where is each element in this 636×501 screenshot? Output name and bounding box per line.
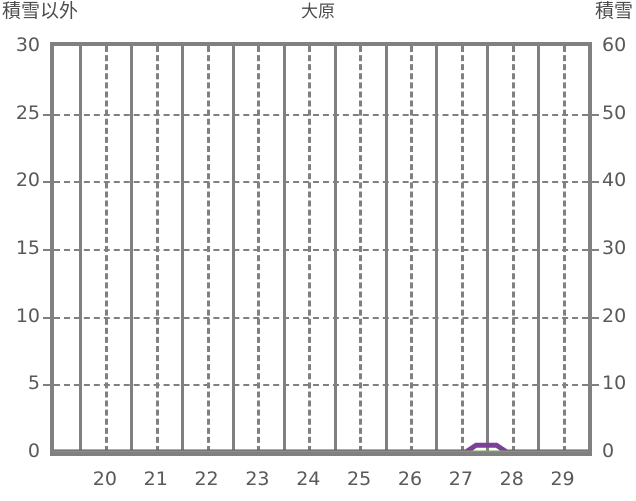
y-tick-label-left: 5: [27, 372, 40, 395]
x-tick-label: 24: [296, 468, 321, 490]
y-tick-label-left: 15: [15, 237, 40, 259]
x-tick-label: 23: [245, 468, 270, 490]
gridline-vertical-half: [460, 46, 464, 452]
y-tick-label-right: 50: [602, 101, 627, 124]
gridline-vertical-day: [333, 46, 337, 452]
gridline-vertical-day: [282, 46, 286, 452]
gridline-horizontal: [54, 113, 588, 116]
x-tick-label: 29: [550, 468, 575, 490]
y-tick-label-right: 10: [602, 372, 627, 395]
series-line: [54, 445, 588, 452]
y-tick-label-right: 60: [602, 34, 627, 56]
y-tick-label-right: 20: [602, 304, 627, 327]
gridline-vertical-half: [155, 46, 159, 452]
gridline-vertical-day: [537, 46, 541, 452]
gridline-vertical-half: [257, 46, 261, 452]
y-tick-label-left: 25: [15, 101, 40, 124]
y-tick-label-left: 0: [27, 440, 40, 462]
y-tick-label-left: 20: [15, 169, 40, 192]
gridline-vertical-day: [486, 46, 490, 452]
x-tick-label: 20: [92, 468, 117, 490]
gridline-horizontal: [54, 181, 588, 184]
gridline-horizontal: [54, 316, 588, 319]
plot-area: [50, 42, 592, 456]
gridline-vertical-half: [206, 46, 210, 452]
tick-mark-right: [592, 316, 599, 319]
gridline-vertical-half: [104, 46, 108, 452]
tick-mark-left: [43, 249, 50, 251]
gridline-vertical-half: [562, 46, 566, 452]
right-axis-title: 積雪: [594, 0, 633, 22]
tick-mark-left: [43, 181, 50, 184]
x-tick-label: 26: [397, 468, 423, 490]
gridline-vertical-half: [359, 46, 363, 452]
left-axis-title: 積雪以外: [2, 0, 79, 22]
gridline-vertical-day: [79, 46, 83, 452]
tick-mark-right: [592, 113, 599, 116]
chart-title: 大原: [301, 2, 335, 22]
x-tick-label: 22: [194, 468, 219, 490]
gridline-horizontal: [54, 384, 588, 387]
tick-mark-left: [43, 316, 50, 319]
gridline-vertical-day: [232, 46, 235, 452]
tick-mark-left: [43, 384, 50, 387]
gridline-vertical-half: [308, 46, 312, 452]
gridline-horizontal: [54, 249, 588, 251]
y-tick-label-right: 30: [602, 237, 627, 259]
gridline-vertical-day: [130, 46, 134, 452]
x-tick-label: 21: [143, 468, 168, 490]
y-tick-label-right: 0: [602, 440, 615, 462]
tick-mark-right: [592, 384, 599, 387]
series-layer: [54, 46, 588, 452]
gridline-vertical-half: [511, 46, 515, 452]
plot-inner: [54, 46, 588, 452]
y-tick-label-left: 10: [15, 304, 40, 327]
tick-mark-right: [592, 249, 599, 251]
x-tick-label: 27: [448, 468, 473, 490]
y-tick-label-right: 40: [602, 169, 627, 192]
x-tick-label: 25: [347, 468, 372, 490]
gridline-vertical-half: [410, 46, 413, 452]
gridline-vertical-day: [181, 46, 185, 452]
y-tick-label-left: 30: [15, 34, 40, 56]
tick-mark-right: [592, 181, 599, 184]
gridline-vertical-day: [384, 46, 388, 452]
x-tick-label: 28: [499, 468, 524, 490]
tick-mark-left: [43, 113, 50, 116]
gridline-vertical-day: [435, 46, 439, 452]
